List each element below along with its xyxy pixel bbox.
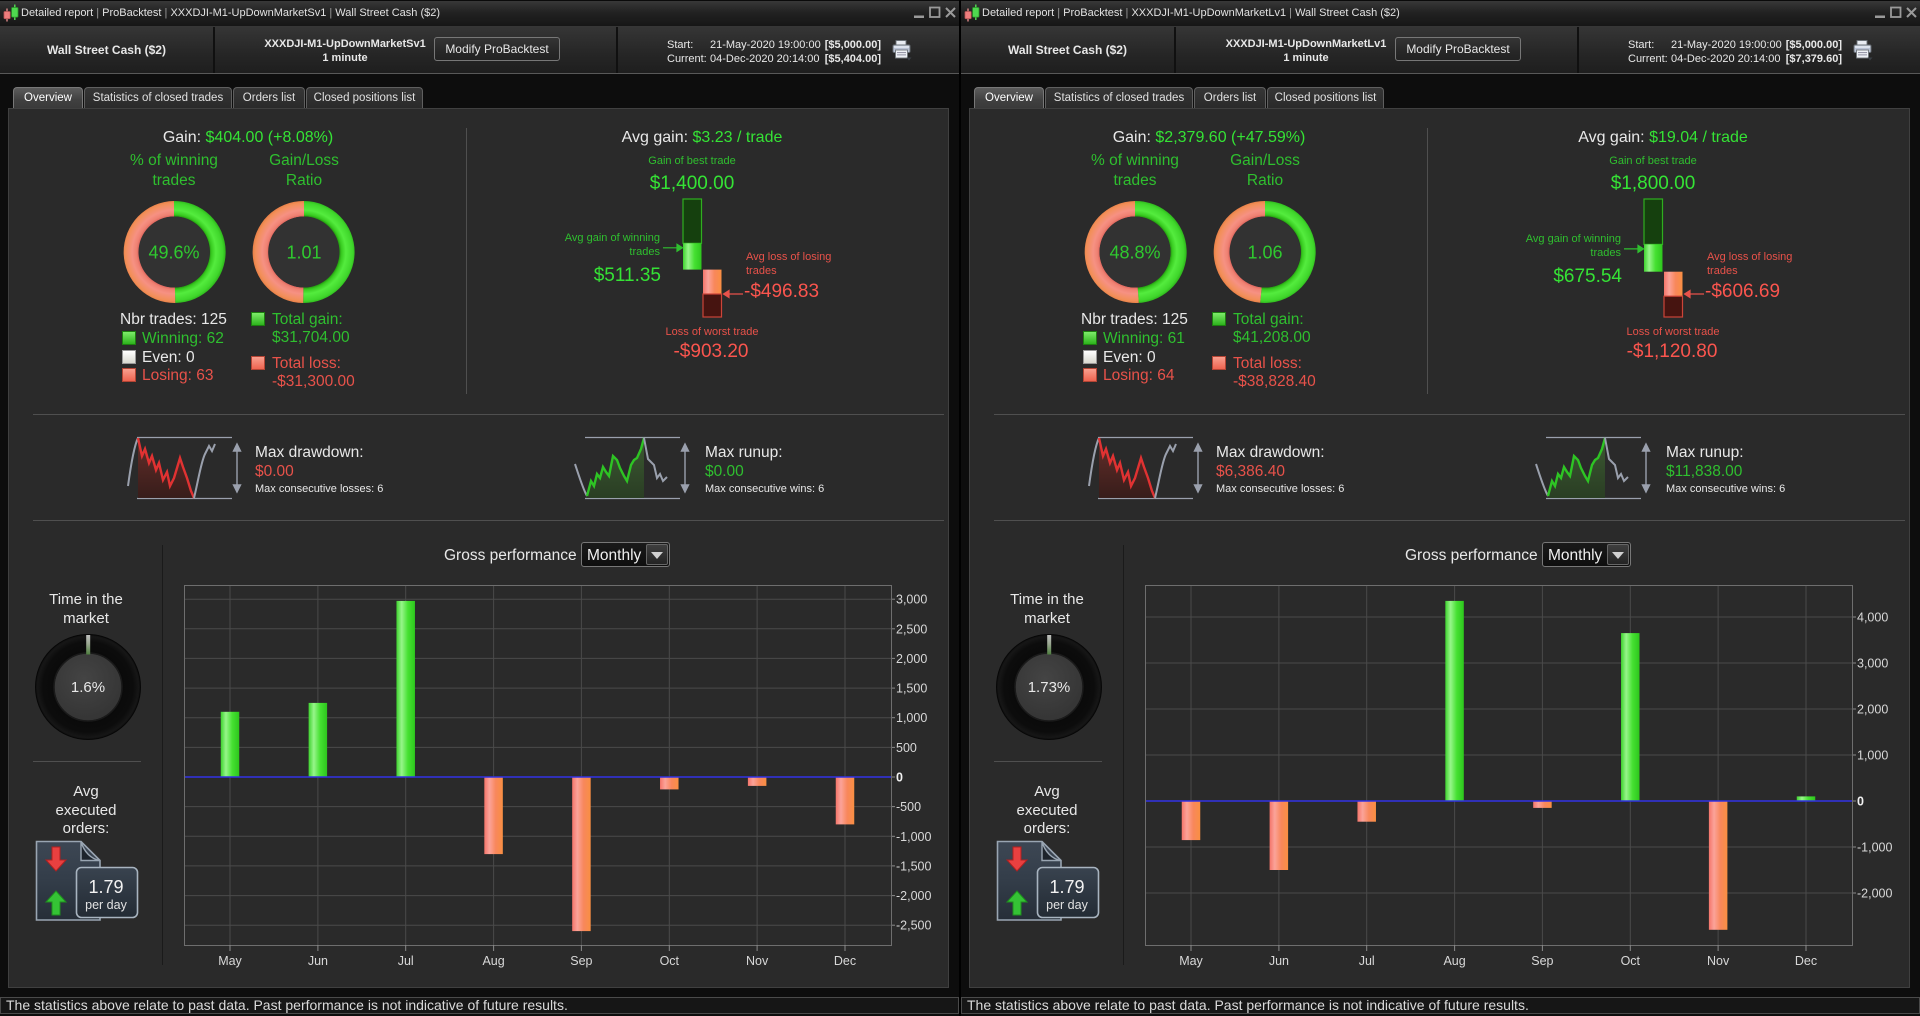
svg-text:-2,000: -2,000 xyxy=(896,889,931,903)
svg-text:Oct: Oct xyxy=(660,954,680,968)
svg-text:2,000: 2,000 xyxy=(896,652,927,666)
svg-text:500: 500 xyxy=(896,741,917,755)
svg-text:0: 0 xyxy=(896,771,903,785)
svg-text:Nov: Nov xyxy=(1707,954,1730,968)
svg-text:Dec: Dec xyxy=(1795,954,1817,968)
svg-text:3,000: 3,000 xyxy=(896,593,927,607)
svg-text:Jul: Jul xyxy=(1359,954,1375,968)
svg-text:3,000: 3,000 xyxy=(1857,657,1888,671)
svg-text:Nov: Nov xyxy=(746,954,769,968)
svg-text:1.06: 1.06 xyxy=(1247,243,1282,263)
svg-text:May: May xyxy=(218,954,242,968)
svg-text:Jun: Jun xyxy=(308,954,328,968)
svg-text:48.8%: 48.8% xyxy=(1109,243,1160,263)
svg-text:Aug: Aug xyxy=(482,954,504,968)
svg-text:-1,000: -1,000 xyxy=(1857,841,1892,855)
svg-text:1.79: 1.79 xyxy=(1049,877,1084,897)
svg-text:per day: per day xyxy=(1046,898,1088,912)
svg-text:-2,500: -2,500 xyxy=(896,919,931,933)
svg-text:1,000: 1,000 xyxy=(896,711,927,725)
svg-text:1.79: 1.79 xyxy=(88,877,123,897)
svg-text:1,500: 1,500 xyxy=(896,682,927,696)
svg-text:2,000: 2,000 xyxy=(1857,703,1888,717)
svg-text:-1,500: -1,500 xyxy=(896,859,931,873)
svg-text:Dec: Dec xyxy=(834,954,856,968)
svg-text:Sep: Sep xyxy=(1531,954,1553,968)
svg-text:4,000: 4,000 xyxy=(1857,611,1888,625)
svg-text:Sep: Sep xyxy=(570,954,592,968)
svg-text:Jul: Jul xyxy=(398,954,414,968)
svg-text:2,500: 2,500 xyxy=(896,622,927,636)
svg-text:Jun: Jun xyxy=(1269,954,1289,968)
svg-text:-2,000: -2,000 xyxy=(1857,887,1892,901)
svg-text:May: May xyxy=(1179,954,1203,968)
svg-text:Aug: Aug xyxy=(1443,954,1465,968)
svg-text:1.01: 1.01 xyxy=(286,243,321,263)
svg-text:-500: -500 xyxy=(896,800,921,814)
svg-text:49.6%: 49.6% xyxy=(148,243,199,263)
svg-text:-1,000: -1,000 xyxy=(896,830,931,844)
svg-text:1,000: 1,000 xyxy=(1857,749,1888,763)
svg-text:Oct: Oct xyxy=(1621,954,1641,968)
svg-text:per day: per day xyxy=(85,898,127,912)
svg-text:0: 0 xyxy=(1857,795,1864,809)
